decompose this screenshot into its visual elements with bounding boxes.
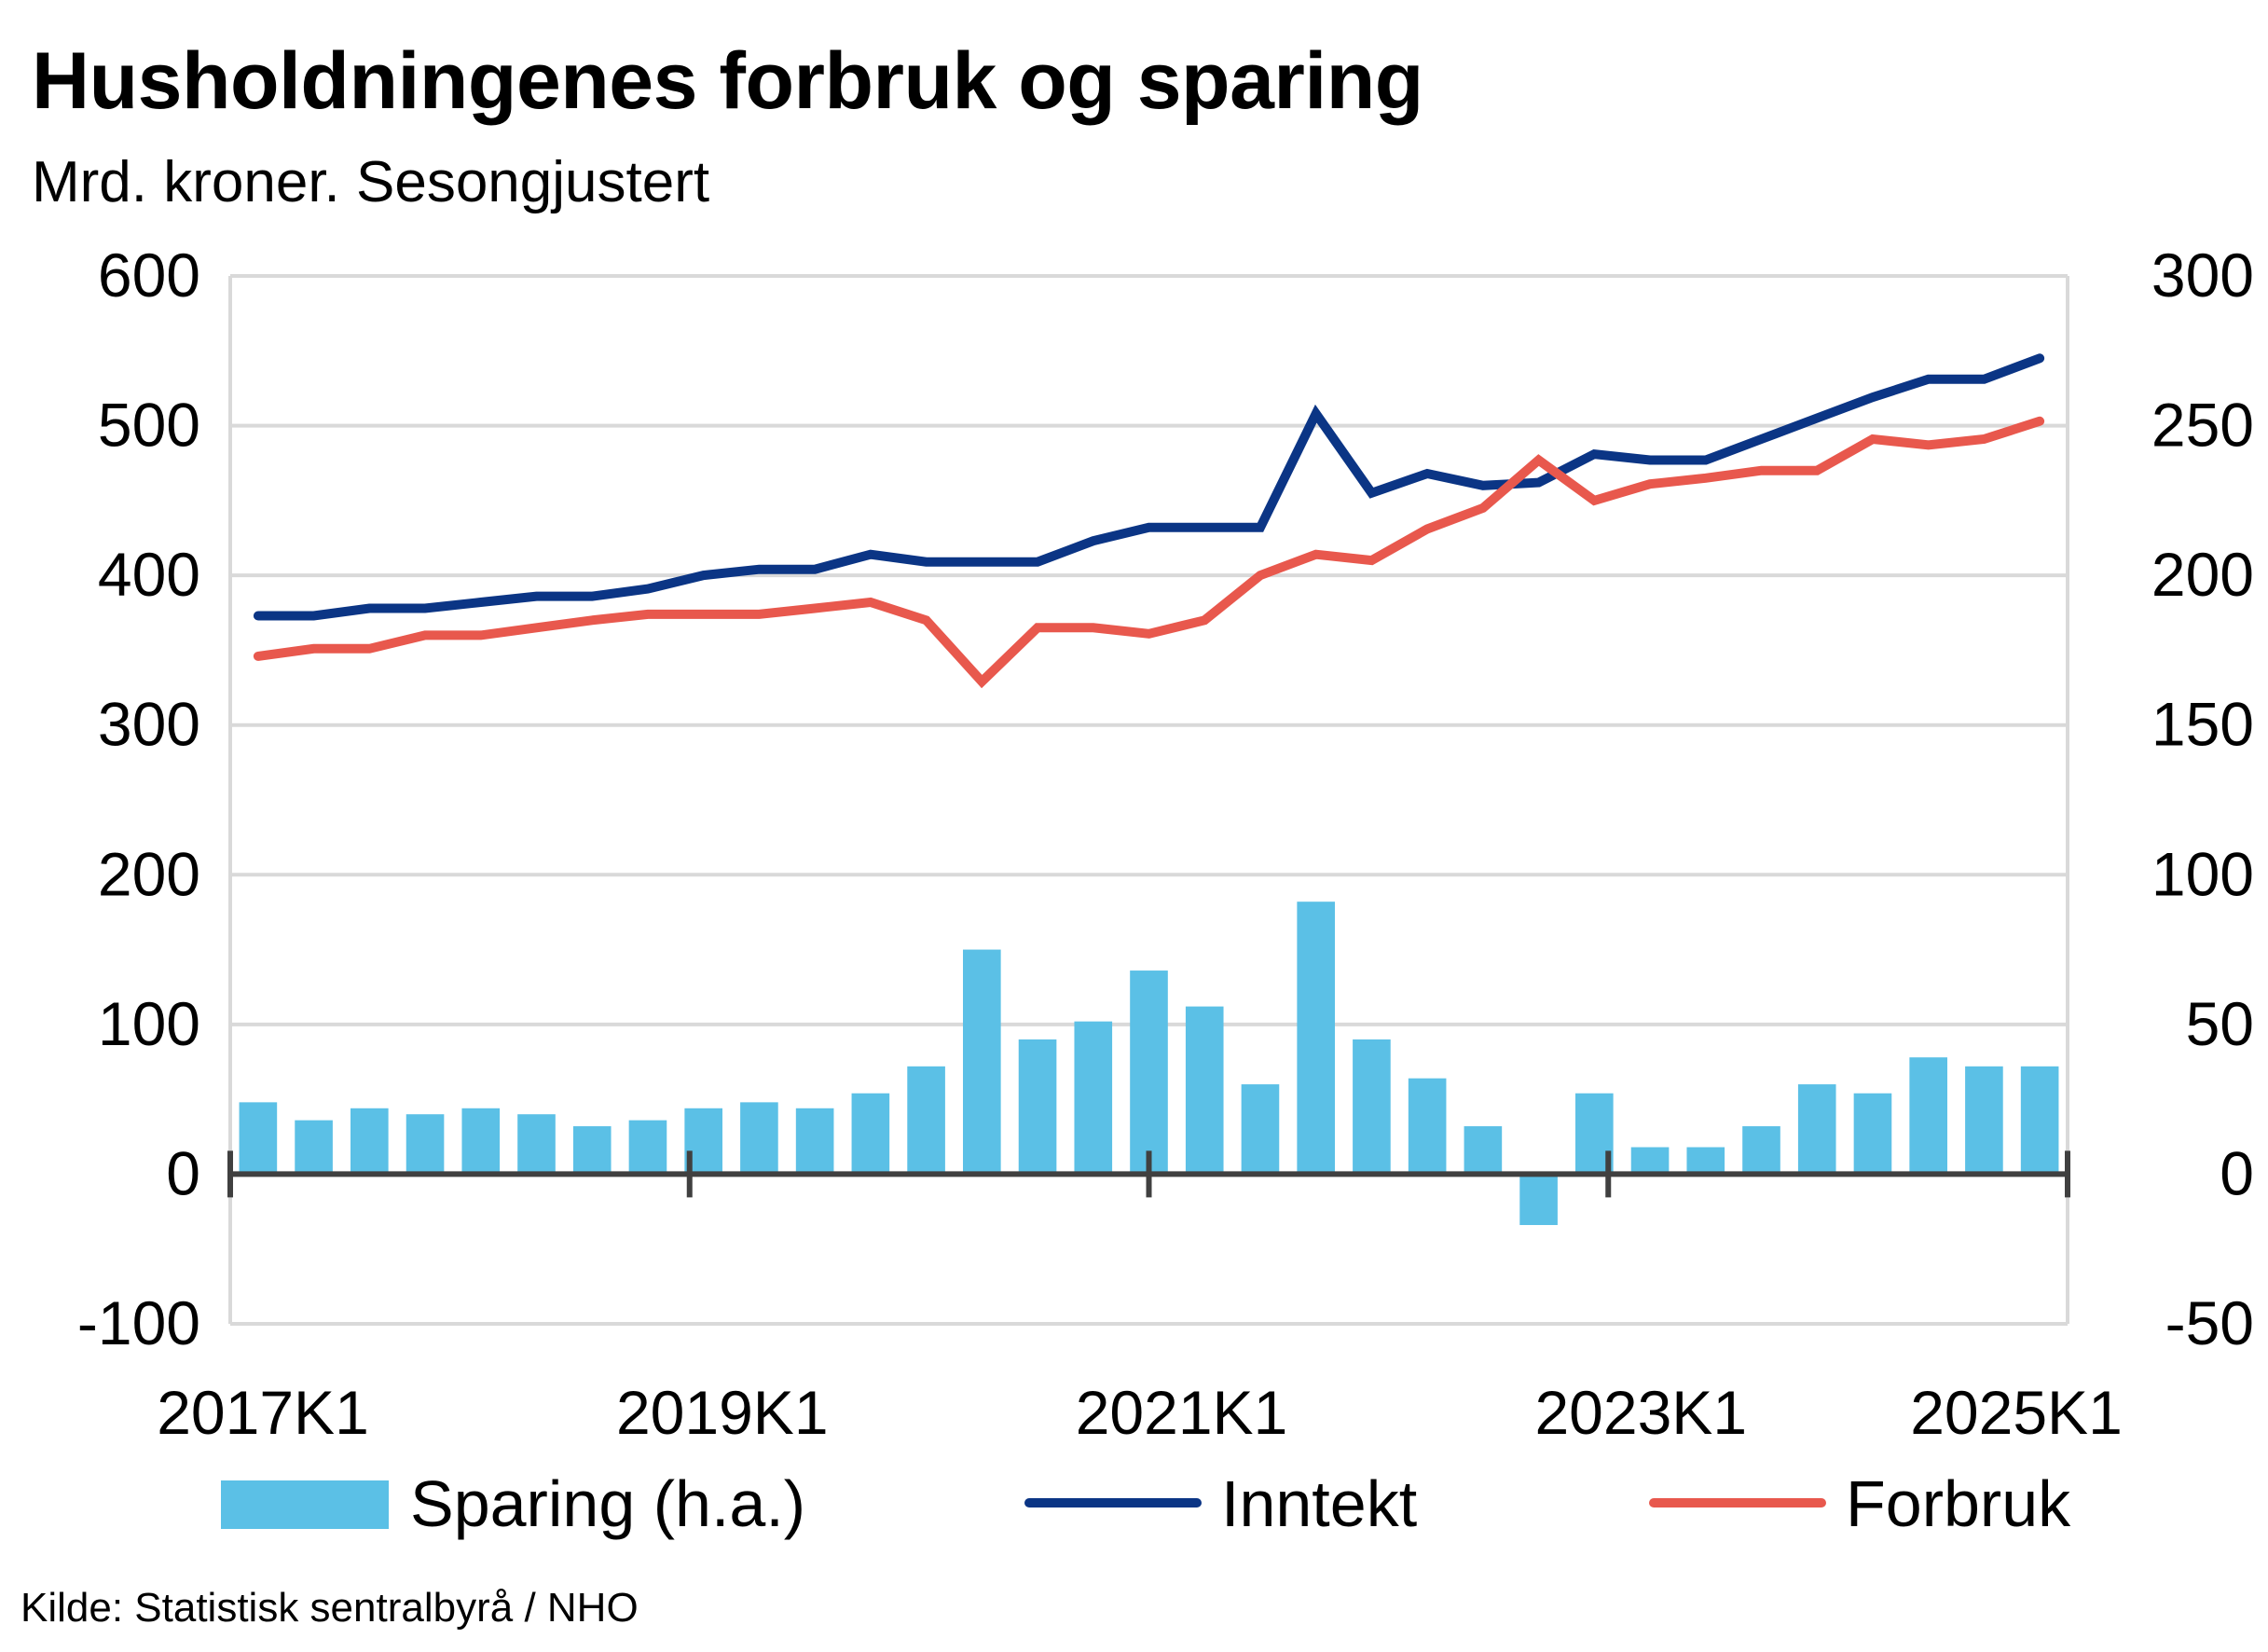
sparing-bar <box>1185 1006 1224 1175</box>
x-tick-label: 2017K1 <box>157 1378 369 1447</box>
sparing-bar <box>963 949 1001 1175</box>
right-tick-label: 250 <box>2151 391 2254 460</box>
sparing-bar <box>1408 1078 1447 1175</box>
right-tick-label: -50 <box>2165 1288 2254 1357</box>
sparing-bar <box>1853 1093 1892 1175</box>
legend-label: Forbruk <box>1846 1467 2071 1540</box>
left-tick-label: 100 <box>98 989 200 1058</box>
sparing-bar <box>1797 1084 1836 1175</box>
chart-title: Husholdningenes forbruk og sparing <box>32 36 1423 126</box>
sparing-bars <box>239 902 2059 1226</box>
sparing-bar <box>1686 1147 1725 1175</box>
sparing-bar <box>351 1108 389 1175</box>
x-tick-label: 2019K1 <box>616 1378 829 1447</box>
right-tick-label: 150 <box>2151 690 2254 759</box>
legend-swatch-sparing <box>221 1480 389 1529</box>
sparing-bar <box>740 1102 778 1175</box>
sparing-bar <box>1965 1066 2003 1175</box>
sparing-bar <box>1742 1126 1780 1175</box>
sparing-bar <box>1130 971 1168 1175</box>
source-note: Kilde: Statistisk sentralbyrå / NHO <box>21 1585 639 1631</box>
sparing-bar <box>1909 1057 1947 1175</box>
left-tick-label: 200 <box>98 839 200 908</box>
right-tick-label: 300 <box>2151 241 2254 310</box>
sparing-bar <box>572 1126 612 1175</box>
chart-subtitle: Mrd. kroner. Sesongjustert <box>32 150 710 214</box>
sparing-bar <box>2020 1066 2059 1175</box>
gridlines <box>228 274 2069 1326</box>
left-tick-label: 500 <box>98 391 200 460</box>
legend-label: Sparing (h.a.) <box>410 1467 805 1540</box>
sparing-bar <box>1018 1039 1057 1175</box>
right-tick-label: 50 <box>2186 989 2254 1058</box>
left-tick-label: 300 <box>98 690 200 759</box>
sparing-bar <box>461 1108 501 1175</box>
x-tick-label: 2021K1 <box>1076 1378 1288 1447</box>
sparing-bar <box>907 1066 945 1175</box>
sparing-bar <box>295 1120 333 1175</box>
line-inntekt <box>253 353 2045 621</box>
sparing-bar <box>1297 902 1335 1175</box>
left-tick-label: -100 <box>77 1288 200 1357</box>
sparing-bar <box>795 1108 834 1175</box>
x-tick-label: 2025K1 <box>1910 1378 2123 1447</box>
sparing-bar <box>1630 1147 1670 1175</box>
line-series <box>253 353 2045 689</box>
line-forbruk <box>253 416 2045 689</box>
left-tick-label: 400 <box>98 540 200 609</box>
legend: Sparing (h.a.) Inntekt Forbruk <box>221 1467 2071 1540</box>
right-tick-label: 100 <box>2151 839 2254 908</box>
sparing-bar <box>1353 1039 1391 1175</box>
left-tick-label: 600 <box>98 241 200 310</box>
legend-label: Inntekt <box>1221 1467 1417 1540</box>
sparing-bar <box>628 1120 667 1175</box>
sparing-bar <box>1241 1084 1280 1175</box>
axes <box>227 1150 2070 1198</box>
right-tick-label: 0 <box>2220 1138 2254 1207</box>
x-tick-label: 2023K1 <box>1534 1378 1747 1447</box>
tick-labels: -100 0 100 200 300 400 500 600 -50 0 50 100 150 200 25… <box>77 241 2254 1447</box>
sparing-bar <box>851 1093 890 1175</box>
sparing-bar <box>239 1102 278 1175</box>
sparing-bar <box>405 1114 445 1175</box>
sparing-bar <box>1074 1021 1113 1175</box>
sparing-bar <box>1519 1174 1558 1226</box>
left-tick-label: 0 <box>166 1138 200 1207</box>
right-tick-label: 200 <box>2151 540 2254 609</box>
sparing-bar <box>1464 1126 1503 1175</box>
sparing-bar <box>517 1114 556 1175</box>
